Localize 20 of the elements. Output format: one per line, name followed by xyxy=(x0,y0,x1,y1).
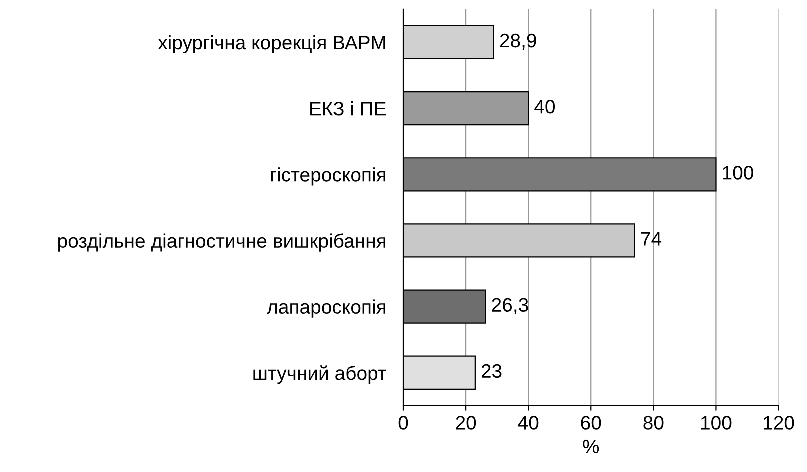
x-tick-label: 20 xyxy=(456,416,476,430)
data-label: 28,9 xyxy=(500,34,536,50)
y-tick-label: хірургічна корекція ВАРМ xyxy=(158,35,386,54)
x-tick-label: 40 xyxy=(518,416,539,430)
data-label: 23 xyxy=(482,364,502,378)
x-tick-label: 60 xyxy=(581,416,602,430)
data-label: 40 xyxy=(534,100,556,114)
x-tick-label: 80 xyxy=(644,416,664,430)
y-tick-label: ЕКЗ і ПЕ xyxy=(310,102,386,116)
y-tick-label: роздільне діагностичне вишкрібання xyxy=(58,234,386,252)
x-axis-title: % xyxy=(583,440,600,454)
y-tick-label: гістероскопія xyxy=(271,168,386,186)
y-tick-label: штучний аборт xyxy=(254,366,387,384)
x-tick-label: 100 xyxy=(701,416,732,430)
data-label: 74 xyxy=(641,232,662,246)
data-label: 26,3 xyxy=(492,298,528,314)
data-label: 100 xyxy=(723,166,754,180)
x-tick-label: 0 xyxy=(398,416,408,430)
y-tick-label: лапароскопія xyxy=(267,300,386,318)
x-tick-label: 120 xyxy=(764,416,794,430)
